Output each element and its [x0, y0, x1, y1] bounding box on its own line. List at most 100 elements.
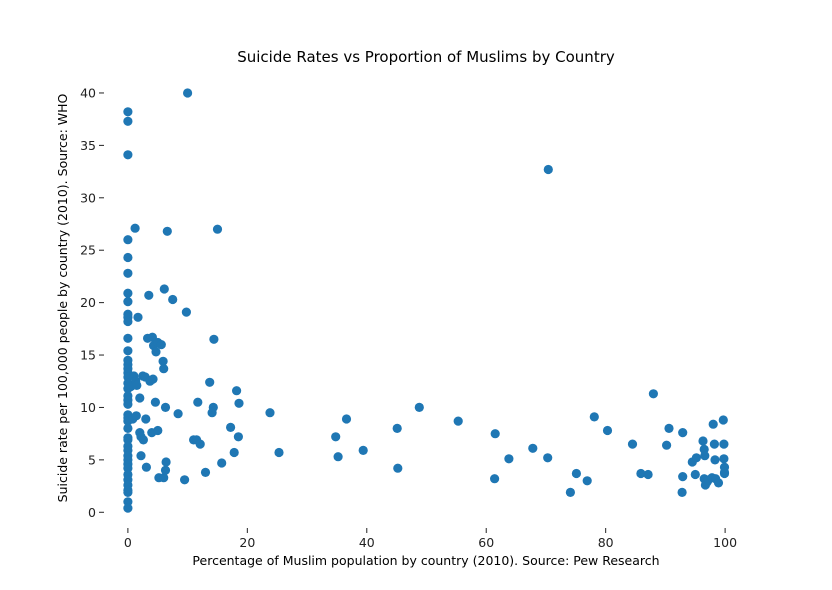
data-point [217, 458, 227, 468]
data-point [453, 416, 463, 426]
data-point [414, 402, 424, 412]
data-point [144, 290, 154, 300]
data-points [123, 88, 730, 513]
data-point [233, 432, 243, 442]
data-point [690, 469, 700, 480]
data-point [274, 447, 284, 458]
y-tick-label: 0 [88, 505, 96, 520]
data-point [229, 447, 239, 458]
data-point [698, 436, 708, 446]
data-point [141, 414, 151, 424]
data-point [627, 439, 638, 449]
data-point [138, 435, 148, 445]
data-point [159, 364, 169, 374]
data-point [200, 467, 211, 477]
data-point [161, 457, 171, 467]
x-tick-label: 100 [713, 535, 737, 550]
data-point [123, 435, 133, 445]
data-point [133, 312, 143, 322]
y-tick-label: 35 [80, 138, 96, 153]
data-point [130, 223, 140, 233]
data-point [123, 346, 133, 356]
data-point [205, 377, 215, 387]
data-point [160, 402, 171, 412]
data-point [193, 397, 203, 407]
data-point [582, 476, 592, 486]
data-point [331, 432, 341, 442]
x-axis-label: Percentage of Muslim population by count… [192, 553, 659, 568]
data-point [708, 419, 718, 429]
data-point [212, 224, 223, 234]
data-point [123, 503, 133, 513]
data-point [678, 472, 688, 482]
data-point [208, 402, 218, 412]
data-point [333, 452, 343, 462]
data-point [677, 487, 687, 497]
x-tick-label: 80 [598, 535, 614, 550]
data-point [123, 487, 133, 497]
data-point [123, 333, 133, 343]
data-point [159, 284, 169, 294]
data-point [719, 439, 729, 449]
data-point [589, 412, 599, 422]
data-point [123, 107, 133, 117]
x-tick-label: 60 [478, 535, 494, 550]
data-point [135, 393, 145, 403]
data-point [123, 150, 133, 160]
data-point [123, 497, 133, 507]
data-point [710, 455, 720, 465]
y-axis: 0 5 10 15 20 25 30 35 40 [80, 85, 104, 520]
y-tick-label: 10 [80, 400, 96, 415]
data-point [226, 422, 236, 432]
data-point [181, 307, 191, 317]
data-point [571, 468, 582, 479]
y-tick-label: 20 [80, 295, 96, 310]
data-point [123, 116, 133, 126]
data-point [664, 423, 674, 433]
data-point [719, 454, 729, 464]
y-tick-label: 40 [80, 85, 96, 100]
data-point [168, 294, 178, 305]
data-point [209, 334, 219, 344]
data-point [719, 467, 730, 477]
data-point [528, 443, 538, 453]
data-point [234, 398, 244, 408]
x-axis: 0 20 40 60 80 100 [124, 528, 737, 550]
x-tick-label: 40 [359, 535, 375, 550]
y-tick-label: 25 [80, 243, 96, 258]
data-point [180, 475, 190, 485]
data-point [691, 453, 702, 463]
data-point [392, 423, 402, 433]
data-point [709, 439, 720, 449]
data-point [123, 288, 133, 298]
data-point [150, 397, 160, 407]
data-point [643, 469, 653, 480]
y-tick-label: 15 [80, 348, 96, 363]
data-point [162, 226, 172, 236]
data-point [565, 487, 576, 497]
data-point [132, 380, 142, 390]
y-axis-label: Suicide rate per 100,000 people by count… [55, 93, 70, 502]
data-point [159, 473, 169, 483]
data-point [148, 374, 158, 384]
data-point [504, 454, 514, 464]
y-tick-label: 5 [88, 452, 96, 467]
data-point [195, 439, 205, 449]
data-point [151, 347, 161, 357]
data-point [131, 411, 141, 421]
data-point [393, 463, 403, 473]
data-point [490, 429, 500, 439]
y-tick-label: 30 [80, 190, 96, 205]
data-point [662, 440, 672, 450]
data-point [636, 468, 646, 479]
data-point [490, 474, 500, 484]
data-point [173, 409, 183, 419]
data-point [123, 252, 133, 263]
data-point [232, 386, 242, 396]
data-point [358, 445, 368, 455]
data-point [123, 423, 133, 433]
data-point [156, 340, 166, 350]
data-point [341, 414, 352, 424]
data-point [602, 425, 613, 436]
x-tick-label: 20 [239, 535, 255, 550]
